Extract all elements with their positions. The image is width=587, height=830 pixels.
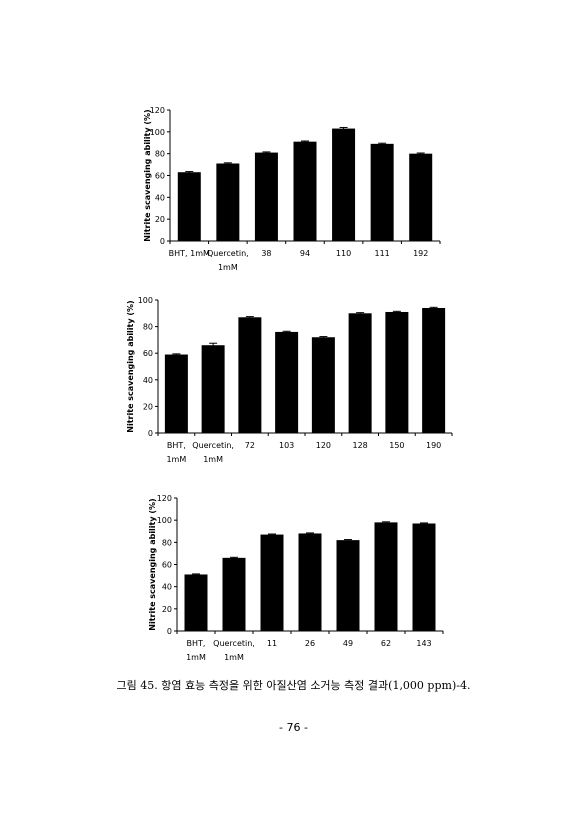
x-tick-label: 111 xyxy=(375,249,390,258)
y-tick-label: 100 xyxy=(138,296,153,305)
x-tick-label: 192 xyxy=(413,249,428,258)
y-tick-label: 20 xyxy=(143,402,153,411)
bar xyxy=(409,153,433,241)
bar xyxy=(222,557,246,631)
y-tick-label: 0 xyxy=(167,627,172,636)
x-tick-label: 62 xyxy=(381,639,391,648)
y-axis-title: Nitrite scavenging ability (%) xyxy=(143,109,152,241)
y-tick-label: 20 xyxy=(155,215,165,224)
bar xyxy=(216,163,240,241)
x-tick-label: 103 xyxy=(279,441,294,450)
x-tick-label: 120 xyxy=(316,441,331,450)
y-tick-label: 100 xyxy=(157,516,172,525)
y-tick-label: 120 xyxy=(150,106,165,115)
x-tick-label: 1mM xyxy=(166,455,186,464)
bar xyxy=(254,152,278,241)
y-tick-label: 0 xyxy=(148,429,153,438)
y-tick-label: 40 xyxy=(162,583,172,592)
bar xyxy=(311,337,335,433)
bar xyxy=(275,331,299,433)
bar xyxy=(298,533,322,631)
y-axis-title: Nitrite scavenging ability (%) xyxy=(148,498,157,630)
bar xyxy=(201,345,225,433)
y-tick-label: 80 xyxy=(162,538,172,547)
x-tick-label: 26 xyxy=(305,639,315,648)
bar xyxy=(164,354,188,433)
x-tick-label: 150 xyxy=(389,441,404,450)
y-tick-label: 40 xyxy=(155,193,165,202)
x-tick-label: Quercetin, xyxy=(207,249,249,258)
x-tick-label: 38 xyxy=(261,249,271,258)
x-tick-label: Quercetin, xyxy=(192,441,234,450)
y-tick-label: 60 xyxy=(155,172,165,181)
y-tick-label: 0 xyxy=(160,237,165,246)
x-tick-label: 11 xyxy=(267,639,277,648)
x-tick-label: 1mM xyxy=(203,455,223,464)
bar xyxy=(332,128,356,241)
page-number: - 76 - xyxy=(279,721,308,734)
y-tick-label: 40 xyxy=(143,376,153,385)
bar xyxy=(336,540,360,631)
chart-2: 0 20 40 60 80 100 BHT, 1mM Quercetin, 1mM 72 103 120… xyxy=(126,296,453,464)
y-tick-label: 20 xyxy=(162,605,172,614)
bar xyxy=(412,523,436,631)
x-tick-label: 110 xyxy=(336,249,351,258)
x-tick-label: 143 xyxy=(416,639,431,648)
bar xyxy=(385,311,409,433)
x-tick-label: 94 xyxy=(300,249,310,258)
bar xyxy=(260,534,284,631)
y-tick-label: 80 xyxy=(155,150,165,159)
y-axis-title: Nitrite scavenging ability (%) xyxy=(126,300,135,432)
x-tick-label: BHT, 1mM xyxy=(169,249,210,258)
bar xyxy=(374,522,398,631)
x-tick-label: 1mM xyxy=(224,653,244,662)
x-tick-label: 190 xyxy=(426,441,441,450)
bar xyxy=(348,313,372,433)
x-tick-label: 49 xyxy=(343,639,353,648)
bar xyxy=(177,172,201,241)
y-tick-label: 60 xyxy=(162,561,172,570)
y-tick-label: 80 xyxy=(143,323,153,332)
y-tick-label: 60 xyxy=(143,349,153,358)
x-tick-label: 1mM xyxy=(186,653,206,662)
bar xyxy=(370,143,394,241)
bar xyxy=(184,574,208,631)
x-tick-label: 1mM xyxy=(218,263,238,272)
x-tick-label: BHT, xyxy=(187,639,206,648)
chart-3: 0 20 40 60 80 100 120 BHT, 1mM Quercetin, 1mM 11 26 4… xyxy=(148,494,444,662)
x-tick-label: 72 xyxy=(245,441,255,450)
x-tick-label: 128 xyxy=(352,441,367,450)
bar xyxy=(293,141,317,241)
bar xyxy=(422,307,446,433)
bar xyxy=(238,317,262,433)
y-tick-label: 120 xyxy=(157,494,172,503)
y-tick-label: 100 xyxy=(150,128,165,137)
figure-caption: 그림 45. 항염 효능 측정을 위한 아질산염 소거능 측정 결과(1,000… xyxy=(116,679,471,692)
x-tick-label: BHT, xyxy=(167,441,186,450)
x-tick-label: Quercetin, xyxy=(213,639,255,648)
